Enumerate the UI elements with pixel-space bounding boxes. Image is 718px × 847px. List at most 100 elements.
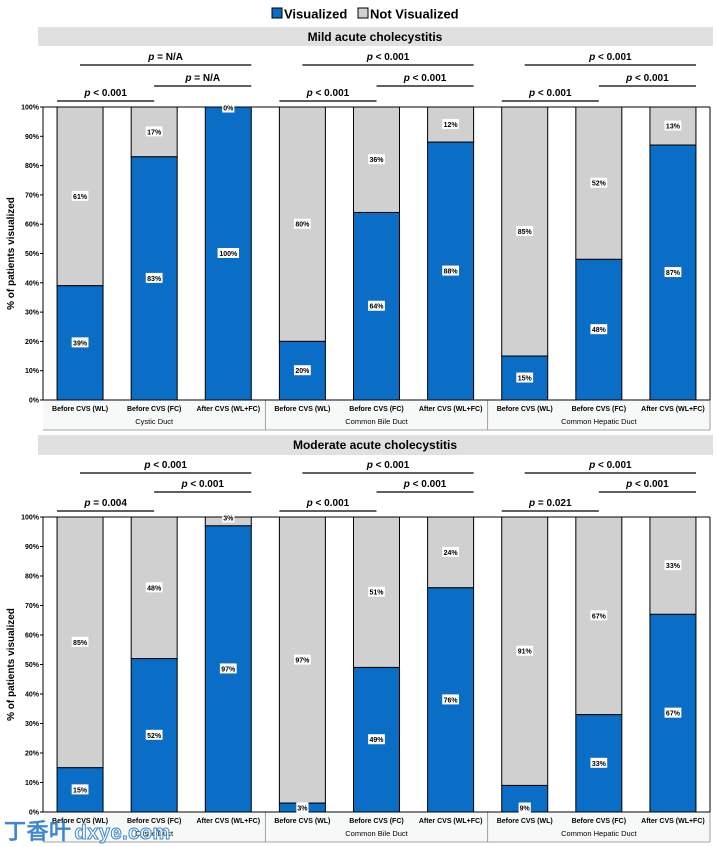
data-label-visualized: 33%	[592, 761, 607, 768]
data-label-not-visualized: 97%	[295, 658, 310, 665]
data-label-not-visualized: 33%	[666, 563, 681, 570]
data-label-visualized: 87%	[666, 270, 681, 277]
p-value-label: p < 0.001	[588, 52, 632, 63]
data-label-visualized-box	[71, 784, 89, 795]
data-label-not-visualized-box	[222, 102, 235, 113]
y-tick-label: 60%	[25, 633, 40, 640]
x-tick-label: Before CVS (WL)	[497, 406, 553, 413]
data-label-not-visualized-box	[71, 190, 89, 201]
data-label-visualized: 3%	[297, 806, 308, 813]
p-value-label: p < 0.001	[528, 88, 572, 99]
y-tick-label: 0%	[29, 398, 40, 405]
y-tick-label: 80%	[25, 574, 40, 581]
x-tick-label: After CVS (WL+FC)	[419, 406, 483, 413]
y-tick-label: 80%	[25, 163, 40, 170]
data-label-visualized: 88%	[444, 269, 459, 276]
data-label-not-visualized: 61%	[73, 194, 88, 201]
data-label-not-visualized-box	[516, 226, 534, 237]
panel-moderate: Moderate acute cholecystitis % of patient…	[6, 435, 713, 843]
data-label-visualized: 39%	[73, 340, 88, 347]
data-label-not-visualized: 91%	[518, 649, 533, 656]
y-tick-label: 20%	[25, 339, 40, 346]
data-label-visualized: 83%	[147, 276, 162, 283]
group-band	[487, 401, 710, 430]
data-label-visualized-box	[516, 372, 534, 383]
data-label-not-visualized-box	[664, 560, 682, 571]
p-value-label: p = 0.004	[83, 498, 127, 509]
y-axis-label: % of patients visualized	[6, 608, 17, 721]
y-tick-label: 30%	[25, 721, 40, 728]
data-label-not-visualized-box	[145, 126, 163, 137]
x-tick-label: Before CVS (FC)	[349, 818, 403, 825]
legend-label-visualized: Visualized	[284, 7, 347, 22]
data-label-not-visualized-box	[442, 119, 460, 130]
p-value-label: p < 0.001	[403, 479, 447, 490]
data-label-not-visualized-box	[590, 610, 608, 621]
y-tick-label: 40%	[25, 280, 40, 287]
data-label-not-visualized-box	[71, 636, 89, 647]
y-tick-label: 90%	[25, 134, 40, 141]
data-label-visualized: 52%	[147, 733, 162, 740]
data-label-not-visualized-box	[293, 654, 311, 665]
p-value-label: p = 0.021	[528, 498, 572, 509]
p-value-label: p < 0.001	[143, 460, 187, 471]
data-label-not-visualized: 24%	[444, 550, 459, 557]
p-value-label: p < 0.001	[588, 460, 632, 471]
p-value-label: p < 0.001	[366, 52, 410, 63]
y-tick-label: 0%	[29, 810, 40, 817]
y-tick-label: 10%	[25, 368, 40, 375]
data-label-visualized-box	[71, 337, 89, 348]
data-label-visualized: 100%	[219, 251, 238, 258]
data-label-not-visualized: 3%	[223, 516, 234, 523]
bar-visualized	[353, 666, 400, 813]
y-tick-label: 50%	[25, 251, 40, 258]
data-label-not-visualized: 85%	[73, 640, 88, 647]
data-label-not-visualized-box	[516, 645, 534, 656]
legend-swatch-not-visualized	[357, 7, 369, 19]
data-label-visualized-box	[590, 324, 608, 335]
watermark-domain: dxye.com	[74, 822, 171, 845]
data-label-not-visualized: 12%	[444, 122, 459, 129]
y-tick-label: 90%	[25, 544, 40, 551]
x-tick-label: Before CVS (WL)	[274, 818, 330, 825]
y-tick-label: 100%	[21, 515, 40, 522]
data-label-not-visualized-box	[145, 582, 163, 593]
data-label-not-visualized: 67%	[592, 613, 607, 620]
p-value-label: p = N/A	[147, 52, 183, 63]
x-tick-label: Before CVS (WL)	[497, 818, 553, 825]
data-label-not-visualized: 51%	[369, 590, 384, 597]
data-label-visualized: 97%	[221, 666, 236, 673]
x-tick-label: Before CVS (WL)	[52, 818, 108, 825]
p-value-label: p < 0.001	[306, 88, 350, 99]
data-label-visualized-box	[219, 663, 237, 674]
data-label-visualized-box	[442, 694, 460, 705]
group-label: Cystic Duct	[135, 417, 174, 426]
data-label-not-visualized-box	[368, 586, 385, 597]
data-label-not-visualized-box	[442, 546, 460, 557]
data-label-visualized: 76%	[444, 697, 459, 704]
data-label-visualized-box	[442, 265, 460, 276]
data-label-not-visualized: 80%	[295, 222, 310, 229]
y-axis-label: % of patients visualized	[6, 197, 17, 310]
data-label-visualized-box	[368, 300, 385, 311]
group-band	[265, 401, 488, 430]
group-label: Cystic Duct	[135, 829, 174, 838]
data-label-not-visualized: 48%	[147, 585, 162, 592]
x-tick-label: Before CVS (FC)	[127, 818, 181, 825]
data-label-not-visualized: 52%	[592, 181, 607, 188]
x-tick-label: Before CVS (WL)	[52, 406, 108, 413]
data-label-not-visualized: 13%	[666, 124, 681, 131]
y-tick-label: 10%	[25, 780, 40, 787]
x-tick-label: Before CVS (WL)	[274, 406, 330, 413]
data-label-not-visualized-box	[664, 120, 682, 131]
group-band	[265, 813, 488, 842]
data-label-visualized: 64%	[369, 304, 384, 311]
p-value-label: p < 0.001	[306, 498, 350, 509]
group-label: Common Hepatic Duct	[561, 417, 637, 426]
y-tick-label: 30%	[25, 310, 40, 317]
data-label-not-visualized-box	[590, 177, 608, 188]
panel-mild: Mild acute cholecystitis % of patients vi…	[6, 27, 713, 431]
panel-header-band	[38, 27, 713, 46]
data-label-not-visualized: 17%	[147, 129, 162, 136]
